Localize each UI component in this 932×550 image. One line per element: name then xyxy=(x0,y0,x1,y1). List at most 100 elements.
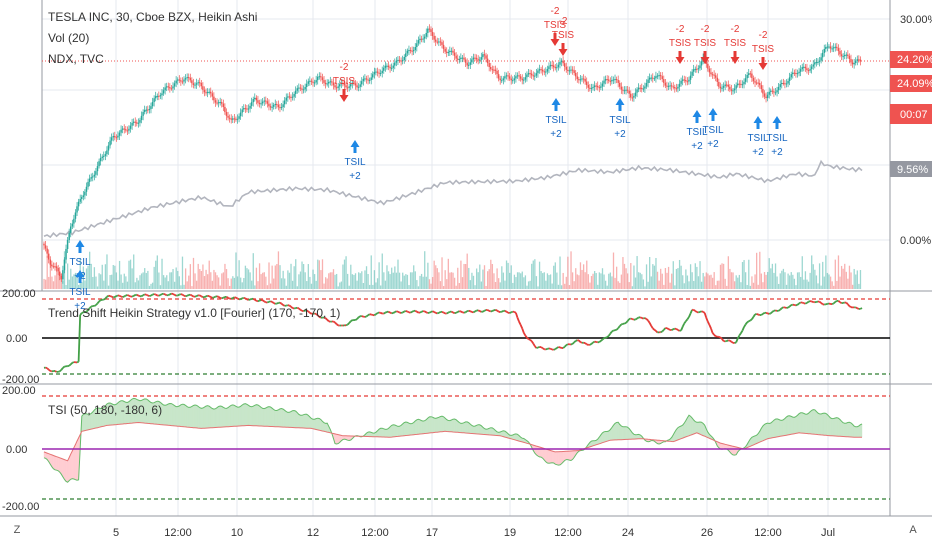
candle-body xyxy=(189,77,192,81)
candle-body xyxy=(364,78,366,80)
volume-bar xyxy=(268,262,270,289)
volume-bar xyxy=(387,271,390,289)
candle-body xyxy=(735,85,737,89)
volume-bar xyxy=(343,259,346,289)
volume-bar xyxy=(774,263,777,289)
tsi-fill xyxy=(754,434,757,445)
strategy-segment xyxy=(801,301,805,305)
legend-ndx[interactable]: NDX, TVC xyxy=(48,52,104,66)
volume-bar xyxy=(699,261,701,289)
candle-body xyxy=(667,85,670,87)
candle-body xyxy=(96,166,99,172)
strategy-segment xyxy=(358,315,361,319)
tsi-fill xyxy=(385,429,388,438)
legend-tsi[interactable]: TSI (50, 180, -180, 6) xyxy=(48,403,163,417)
volume-bar xyxy=(263,272,265,289)
signal-value: -2 xyxy=(676,24,685,35)
volume-bar xyxy=(576,274,578,289)
candle-body xyxy=(589,87,591,89)
strategy-segment xyxy=(273,302,276,305)
volume-bar xyxy=(660,268,662,289)
strategy-segment xyxy=(626,318,630,322)
strategy-segment xyxy=(683,320,687,324)
volume-bar xyxy=(482,269,484,289)
candle-body xyxy=(691,71,693,76)
tsi-fill xyxy=(825,412,828,436)
candle-body xyxy=(820,57,822,61)
tsi-fill xyxy=(382,427,384,438)
volume-bar xyxy=(452,272,454,289)
volume-bar xyxy=(622,257,624,289)
volume-bar xyxy=(691,272,693,289)
volume-bar xyxy=(417,286,420,289)
strategy-segment xyxy=(226,296,229,299)
candle-body xyxy=(585,81,588,86)
volume-bar xyxy=(402,272,404,289)
strategy-segment xyxy=(762,312,765,315)
candle-body xyxy=(773,91,775,93)
volume-bar xyxy=(148,285,151,289)
candle-body xyxy=(439,41,442,43)
tsi-fill xyxy=(441,415,444,432)
strategy-segment xyxy=(474,309,478,313)
volume-bar xyxy=(151,282,154,289)
tsi-fill xyxy=(466,421,469,434)
signal-value: -2 xyxy=(759,30,768,41)
zoom-button[interactable]: Z xyxy=(13,524,21,536)
volume-bar xyxy=(771,263,774,289)
volume-bar xyxy=(373,270,376,289)
candle-body xyxy=(115,137,118,139)
legend-vol[interactable]: Vol (20) xyxy=(48,31,90,45)
strategy-segment xyxy=(600,338,604,342)
candle-body xyxy=(98,161,100,167)
legend-main[interactable]: TESLA INC, 30, Cboe BZX, Heikin Ashi xyxy=(48,10,258,24)
candle-body xyxy=(345,85,347,88)
volume-bar xyxy=(595,273,597,289)
volume-bar xyxy=(210,272,212,289)
volume-bar xyxy=(516,272,519,289)
volume-bar xyxy=(98,273,100,289)
strategy-segment xyxy=(257,299,260,303)
strategy-segment xyxy=(406,310,410,314)
tsi-fill xyxy=(687,414,690,437)
candle-body xyxy=(606,79,608,81)
tsi-fill xyxy=(824,412,827,436)
volume-bar xyxy=(323,283,325,289)
candle-body xyxy=(785,83,788,85)
strategy-segment xyxy=(433,311,437,314)
volume-bar xyxy=(464,264,467,289)
tsi-fill xyxy=(606,430,609,442)
strategy-segment xyxy=(370,313,374,316)
volume-bar xyxy=(392,272,394,289)
tsi-fill xyxy=(180,403,183,427)
volume-bar xyxy=(800,276,802,289)
candle-body xyxy=(519,76,522,79)
volume-bar xyxy=(197,263,199,289)
volume-bar xyxy=(450,272,453,289)
heikin-ashi-candles xyxy=(43,24,862,284)
candle-body xyxy=(132,121,135,123)
tsi-fill xyxy=(287,412,290,428)
volume-bar xyxy=(781,270,783,289)
volume-bar xyxy=(534,259,536,289)
candle-body xyxy=(499,78,501,81)
tsi-fill xyxy=(841,420,844,437)
candle-body xyxy=(162,90,165,94)
candle-body xyxy=(850,59,852,63)
volume-bar xyxy=(317,259,319,289)
candle-body xyxy=(129,125,132,129)
legend-strategy[interactable]: Trend Shift Heikin Strategy v1.0 [Fourie… xyxy=(48,306,341,320)
volume-bar xyxy=(818,263,821,289)
volume-bar xyxy=(96,286,99,289)
volume-bar xyxy=(647,281,649,289)
strategy-segment xyxy=(93,304,97,307)
volume-bar xyxy=(483,265,486,289)
tsi-fill xyxy=(776,418,779,438)
volume-bar xyxy=(398,272,401,289)
volume-bar xyxy=(321,259,324,289)
volume-bar xyxy=(586,260,588,289)
volume-bar xyxy=(803,279,805,289)
auto-scale-button[interactable]: A xyxy=(909,524,917,536)
volume-bar xyxy=(280,278,283,289)
